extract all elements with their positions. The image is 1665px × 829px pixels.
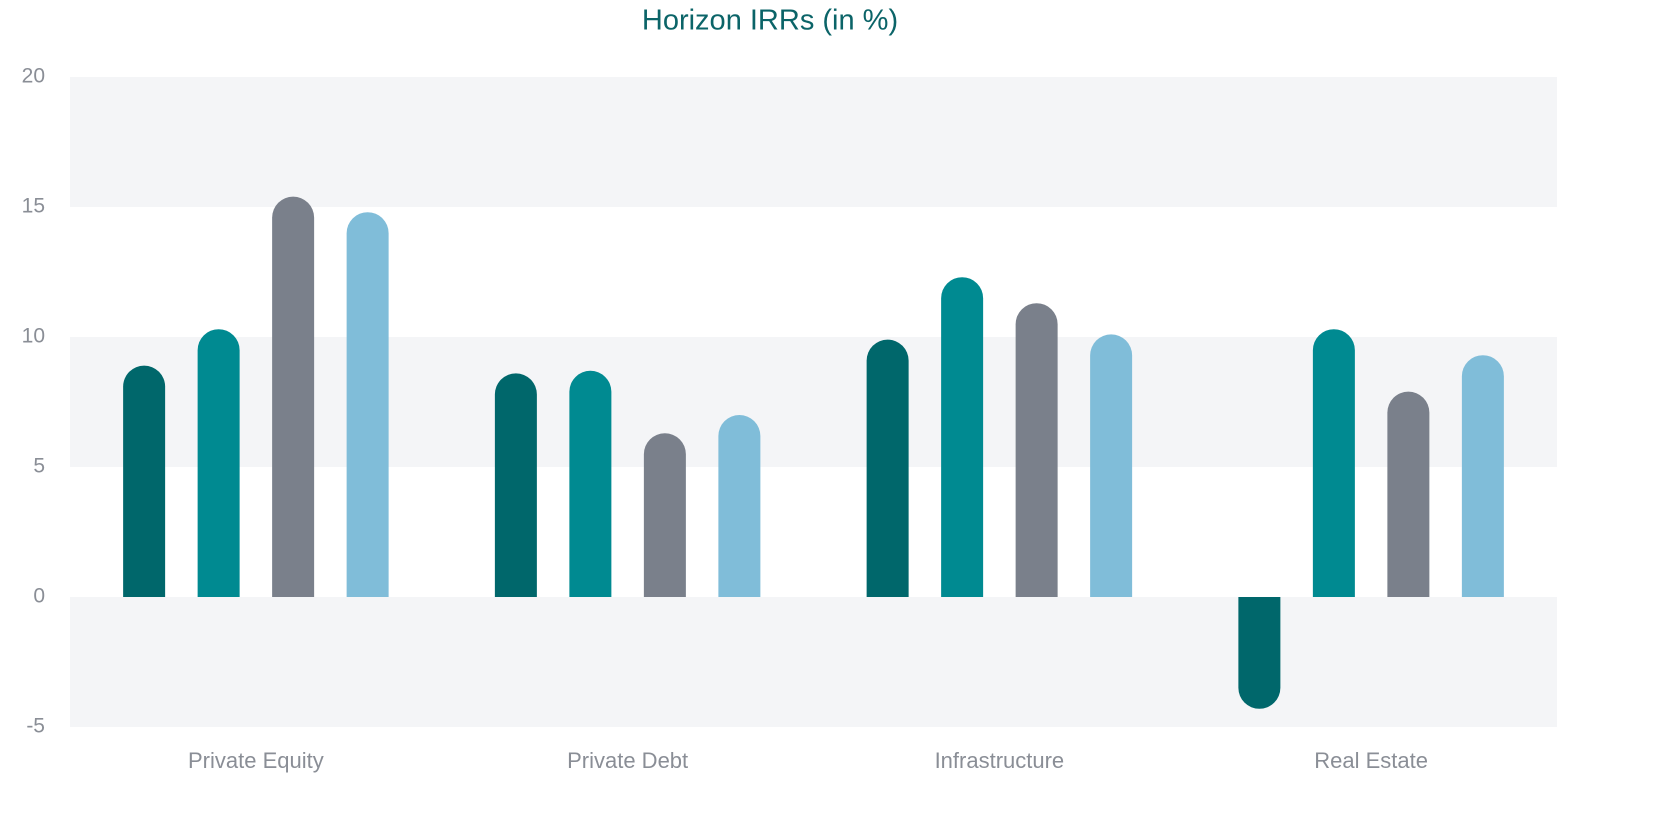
y-tick-label: 15: [22, 195, 45, 218]
bar: [1312, 329, 1355, 597]
bar: [346, 212, 389, 597]
grid-band: [70, 77, 1557, 207]
y-tick-label: 20: [22, 65, 45, 88]
bar: [866, 339, 909, 597]
bar: [1238, 597, 1281, 709]
bar: [643, 433, 686, 597]
x-tick-label: Private Equity: [188, 748, 324, 773]
x-tick-label: Infrastructure: [935, 748, 1065, 773]
bar: [197, 329, 240, 597]
bar: [1387, 391, 1430, 597]
y-tick-label: -5: [26, 715, 45, 738]
y-tick-label: 10: [22, 325, 45, 348]
bar: [1461, 355, 1504, 597]
bar: [1090, 334, 1133, 597]
bar: [1015, 303, 1058, 597]
bar: [123, 365, 166, 597]
x-tick-label: Real Estate: [1314, 748, 1428, 773]
bar: [941, 277, 984, 597]
bar: [494, 373, 537, 597]
grid-band: [70, 337, 1557, 467]
x-tick-label: Private Debt: [567, 748, 688, 773]
bar: [569, 370, 612, 597]
grid-band: [70, 597, 1557, 727]
y-tick-label: 5: [33, 455, 45, 478]
chart-title: Horizon IRRs (in %): [642, 5, 898, 37]
bar: [272, 196, 315, 597]
y-tick-label: 0: [33, 585, 45, 608]
bar: [718, 415, 761, 597]
